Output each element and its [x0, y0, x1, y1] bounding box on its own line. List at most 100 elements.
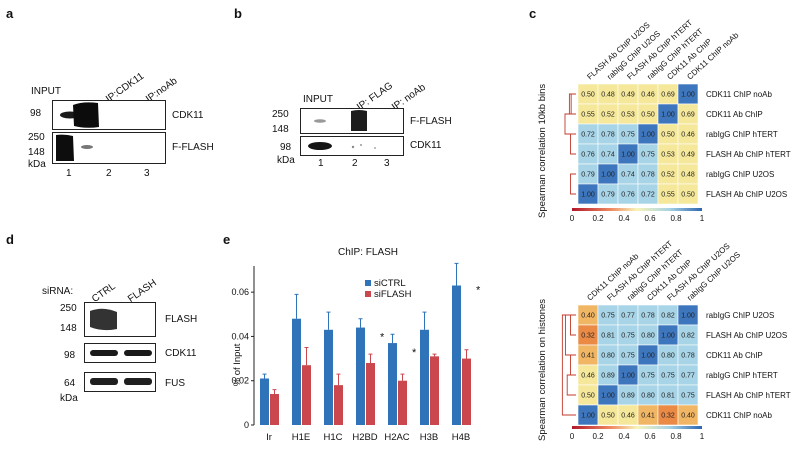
heatmap-value: 0.82	[661, 313, 675, 320]
heatmap-cell	[677, 404, 699, 426]
chart-title: ChIP: FLASH	[338, 247, 398, 258]
heatmap-value: 0.78	[681, 353, 695, 360]
heatmap-value: 0.41	[581, 353, 595, 360]
heatmap-cell	[657, 183, 679, 205]
heatmap-row-label: FLASH Ab ChIP hTERT	[706, 150, 791, 159]
heatmap-col-label: CDK11 ChIP noAb	[585, 251, 640, 302]
heatmap-value: 0.89	[601, 373, 615, 380]
blot-f-flash	[52, 132, 166, 164]
heatmap-cell	[637, 163, 659, 185]
error-bar	[368, 353, 373, 363]
dendrogram-branch	[570, 314, 576, 336]
marker: 98	[30, 108, 42, 119]
colorbar-tick-label: 0.6	[644, 214, 656, 223]
heatmap-value: 0.82	[681, 333, 695, 340]
heatmap-row-label: CDK11 ChIP noAb	[706, 90, 773, 99]
heatmap-cell	[577, 143, 599, 165]
heatmap-cell	[617, 163, 639, 185]
heatmap-value: 0.48	[601, 92, 615, 99]
heatmap-cell	[637, 83, 659, 105]
panel-c-label: c	[529, 6, 537, 21]
heatmap-cell	[577, 324, 599, 346]
kda-label: kDa	[60, 393, 78, 404]
heatmap-cell	[637, 123, 659, 145]
error-bar	[336, 373, 341, 386]
lane-number: 2	[106, 168, 112, 179]
heatmap-cell	[597, 163, 619, 185]
error-bar	[422, 311, 427, 330]
heatmap-value: 0.75	[641, 152, 655, 159]
panel-d-label: d	[6, 232, 14, 247]
heatmap-row-label: CDK11 Ab ChIP	[706, 351, 763, 360]
heatmap-cell	[597, 304, 619, 326]
heatmap-value: 0.75	[621, 333, 635, 340]
marker: 98	[64, 350, 76, 361]
dendrogram-branch	[570, 93, 576, 115]
heatmap-cell	[677, 143, 699, 165]
heatmap-value: 0.69	[661, 92, 675, 99]
heatmap-cell	[597, 404, 619, 426]
heatmap-cell	[637, 384, 659, 406]
heatmap-value: 1.00	[661, 333, 675, 340]
heatmap-cell	[657, 364, 679, 386]
heatmap-cell	[617, 344, 639, 366]
y-tick-label: 0.06	[231, 287, 249, 297]
heatmap-cell	[637, 304, 659, 326]
heatmap-value: 1.00	[621, 373, 635, 380]
heatmap-col-label: FLASH Ab ChIP hTERT	[605, 239, 674, 302]
heatmap-cell	[597, 143, 619, 165]
protein-label: F-FLASH	[410, 116, 452, 127]
heatmap-value: 0.76	[581, 152, 595, 159]
heatmap-value: 0.50	[581, 393, 595, 400]
bar-sictrl	[260, 378, 269, 425]
error-bar	[304, 347, 309, 366]
heatmap-value: 0.79	[581, 172, 595, 179]
lane-number: 3	[144, 168, 150, 179]
dendrogram-branch	[564, 314, 576, 356]
heatmap-cell	[637, 143, 659, 165]
heatmap-value: 0.80	[661, 353, 675, 360]
protein-label: CDK11	[410, 140, 442, 151]
heatmap-value: 0.77	[681, 373, 695, 380]
heatmap-cell	[657, 123, 679, 145]
marker: 98	[280, 142, 292, 153]
heatmap-value: 0.75	[661, 373, 675, 380]
heatmap-cell	[577, 123, 599, 145]
bar-chart: 0 0.02 0.04 0.06 % of Input ChIP: FLASH Ir H1E H…	[231, 247, 481, 443]
heatmap-value: 0.78	[641, 172, 655, 179]
heatmap-col-label: CDK11 Ab ChIP	[645, 258, 693, 303]
heatmap-cell	[637, 183, 659, 205]
heatmap-value: 0.53	[661, 152, 675, 159]
lane-label-input: INPUT	[31, 86, 61, 97]
heatmap-cell	[617, 83, 639, 105]
heatmap-cell	[617, 103, 639, 125]
colorbar-tick-label: 0.6	[644, 432, 656, 441]
heatmap-col-label: FLASH Ab ChIP U2OS	[665, 241, 731, 302]
y-tick-label: 0.02	[231, 376, 249, 386]
bar-siflash	[302, 365, 311, 425]
protein-label: CDK11	[172, 110, 204, 121]
heatmap-cell	[617, 143, 639, 165]
heatmap-value: 0.32	[581, 333, 595, 340]
heatmap-value: 0.50	[581, 92, 595, 99]
heatmap-cell	[637, 103, 659, 125]
colorbar-tick-label: 0	[570, 214, 575, 223]
heatmap-cell	[677, 123, 699, 145]
lane-number: 3	[384, 158, 390, 169]
x-tick-label: Ir	[266, 432, 272, 443]
blot-flash	[84, 302, 156, 337]
bar-siflash	[398, 380, 407, 425]
marker: 250	[272, 109, 289, 120]
heatmap-row-label: FLASH Ab ChIP U2OS	[706, 190, 787, 199]
heatmap-value: 0.79	[601, 192, 615, 199]
heatmap-col-label: CDK11 ChIP noAb	[685, 30, 740, 81]
heatmap-value: 0.41	[641, 413, 655, 420]
bar-sictrl	[452, 285, 461, 425]
error-bar	[400, 373, 405, 381]
heatmap-value: 1.00	[581, 413, 595, 420]
heatmap-col-label: CDK11 Ab ChIP	[665, 37, 713, 82]
dendrogram-branch	[564, 113, 576, 135]
bar-siflash	[430, 356, 439, 425]
heatmap-cell	[577, 183, 599, 205]
marker: 64	[64, 378, 76, 389]
